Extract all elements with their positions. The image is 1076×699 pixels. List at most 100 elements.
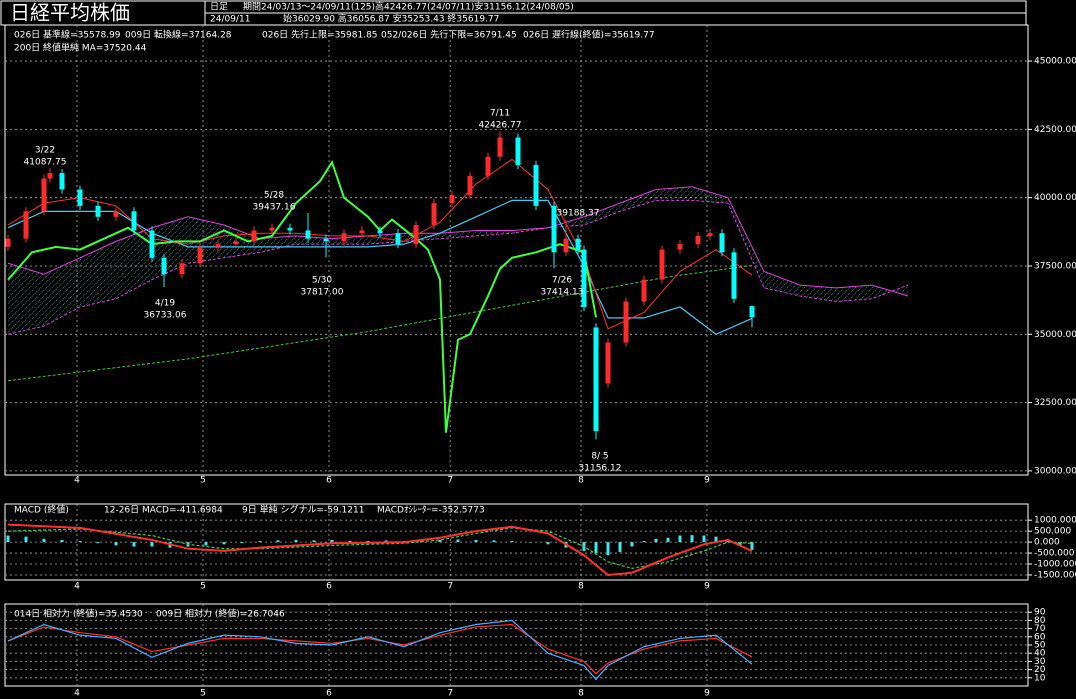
x-tick-label: 9	[704, 582, 710, 592]
x-tick-label: 9	[704, 476, 710, 486]
candle-body	[497, 137, 503, 157]
candle-body	[563, 238, 569, 253]
candle-body	[323, 238, 329, 242]
candle-body	[431, 203, 437, 225]
oscillator-bar	[204, 542, 208, 546]
candle-body	[359, 230, 365, 234]
candle-body	[749, 306, 755, 318]
annotation-value: 36733.06	[144, 311, 187, 321]
oscillator-bar	[330, 539, 334, 543]
oscillator-bar	[456, 539, 460, 543]
candle-body	[485, 156, 491, 176]
y-tick-label: -500.000	[1034, 549, 1075, 559]
oscillator-bar	[114, 542, 118, 546]
candle-body	[581, 249, 587, 307]
annotation-date: 3/22	[35, 146, 55, 156]
x-tick-label: 8	[578, 476, 584, 486]
legend-entry: 052/026日 先行下限=36791.45	[381, 29, 517, 41]
oscillator-bar	[384, 540, 388, 543]
candle-body	[131, 211, 137, 231]
candle-body	[467, 175, 473, 195]
candle-body	[551, 205, 557, 253]
candle-body	[305, 230, 311, 239]
candle-body	[149, 230, 155, 258]
period: 期間24/03/13～24/09/11(125)高42426.77(24/07/…	[243, 1, 574, 13]
candle-body	[605, 342, 611, 384]
legend-entry: 9日 単純 シグナル=-59.1211	[242, 504, 364, 516]
y-tick-label: 30000.00	[1034, 466, 1076, 476]
y-tick-label: 45000.00	[1034, 57, 1076, 67]
annotation-value: 37817.00	[301, 288, 344, 298]
candle-body	[515, 137, 521, 165]
candle-body	[659, 249, 665, 280]
panel-frame	[4, 24, 1029, 476]
y-tick-label: 0.000	[1034, 538, 1060, 548]
oscillator-bar	[276, 540, 280, 543]
y-tick-label: 42500.00	[1034, 125, 1076, 135]
y-tick-label: 80	[1034, 616, 1046, 626]
oscillator-bar	[96, 542, 100, 544]
legend-entry: 026日 基準線=35578.99	[14, 29, 121, 41]
legend-entry: MACDｵｼﾚｰﾀｰ=-352.5773	[377, 505, 485, 516]
legend-entry: 200日 終値単純 MA=37520.44	[14, 42, 147, 54]
oscillator-bar	[750, 542, 754, 550]
oscillator-bar	[666, 537, 670, 543]
series-line	[7, 186, 909, 297]
candle-body	[47, 173, 53, 179]
cloud	[8, 186, 908, 335]
panel-title: MACD (終値)	[14, 504, 69, 516]
candle-body	[161, 257, 167, 275]
y-tick-label: 1000.000	[1034, 516, 1076, 526]
annotation-value: 42426.77	[479, 121, 522, 131]
candle-body	[197, 246, 203, 264]
x-tick-label: 6	[326, 582, 332, 592]
candle-body	[623, 301, 629, 343]
annotation-value: 31156.12	[579, 464, 622, 474]
y-tick-label: 90	[1034, 608, 1046, 618]
x-tick-label: 5	[200, 582, 206, 592]
oscillator-bar	[6, 535, 10, 543]
y-tick-label: 40	[1034, 649, 1046, 659]
oscillator-bar	[222, 542, 226, 545]
oscillator-bar	[150, 542, 154, 547]
series-line	[7, 523, 753, 576]
candle-body	[269, 227, 275, 231]
oscillator-bar	[60, 539, 64, 543]
candle-body	[179, 263, 185, 275]
y-tick-label: 20	[1034, 665, 1046, 675]
ohlc: 始36029.90 高36056.87 安35253.43 終35619.77	[283, 13, 499, 25]
oscillator-bar	[738, 542, 742, 546]
annotation-date: 8/ 5	[591, 452, 608, 462]
candle-body	[59, 173, 65, 190]
candle-body	[677, 244, 683, 250]
legend-entry: 009日 転換線=37164.28	[125, 29, 232, 41]
x-tick-label: 7	[447, 582, 453, 592]
y-tick-label: 30	[1034, 657, 1046, 667]
y-tick-label: -1000.000	[1034, 560, 1076, 570]
oscillator-bar	[642, 541, 646, 543]
y-tick-label: 40000.00	[1034, 193, 1076, 203]
oscillator-bar	[702, 535, 706, 543]
candle-body	[707, 233, 713, 236]
oscillator-bar	[654, 538, 658, 543]
candle-body	[593, 327, 599, 432]
annotation-date: 4/19	[155, 299, 175, 309]
annotation-value: 39437.16	[253, 203, 296, 213]
x-tick-label: 8	[578, 689, 584, 699]
oscillator-bar	[714, 536, 718, 543]
candle-body	[41, 178, 47, 212]
series-line	[7, 527, 753, 570]
y-tick-label: -1500.000	[1034, 570, 1076, 580]
x-tick-label: 5	[200, 476, 206, 486]
annotation-date: 5/30	[312, 276, 332, 286]
x-tick-label: 6	[326, 476, 332, 486]
candle-body	[23, 211, 29, 239]
legend-entry: 026日 先行上限=35981.85	[262, 29, 378, 41]
candle-body	[5, 238, 11, 247]
x-tick-label: 4	[74, 689, 80, 699]
annotation-date: 5/28	[264, 191, 284, 201]
candle-body	[533, 164, 539, 206]
oscillator-bar	[312, 540, 316, 543]
